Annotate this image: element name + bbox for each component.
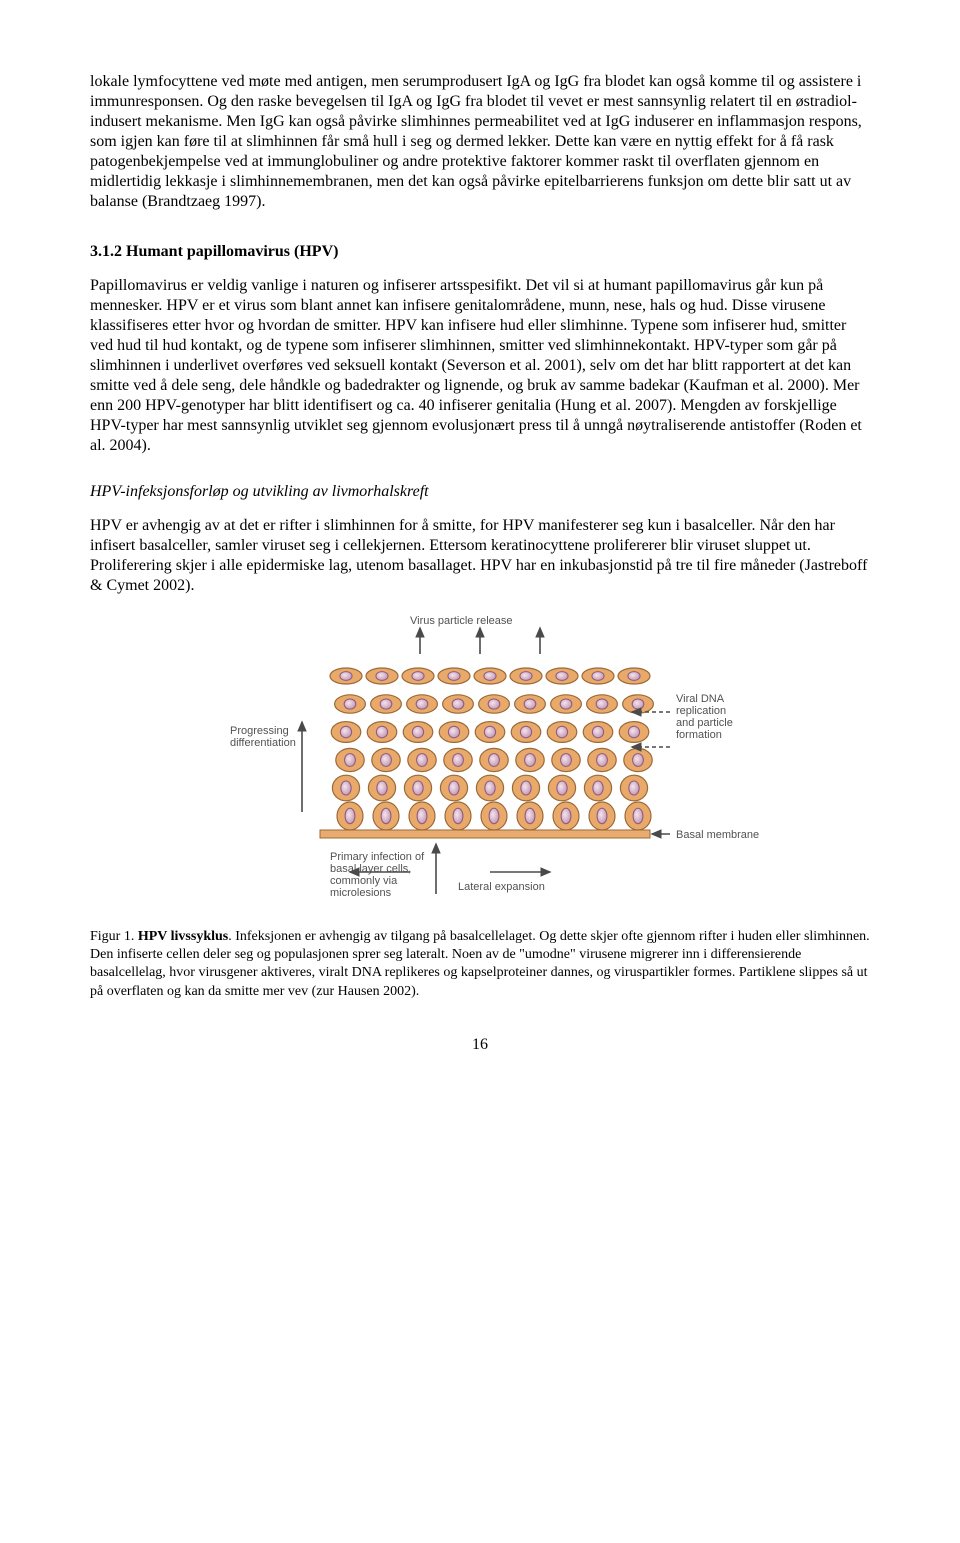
label-progressing: Progressing differentiation bbox=[230, 725, 296, 749]
caption-figtitle: HPV livssyklus bbox=[138, 929, 228, 944]
section-heading-hpv: 3.1.2 Humant papillomavirus (HPV) bbox=[90, 242, 870, 262]
figure-1-svg: Virus particle release Progressing diffe… bbox=[200, 612, 760, 912]
figure-1: Virus particle release Progressing diffe… bbox=[90, 612, 870, 918]
label-viral-dna: Viral DNA replication and particle forma… bbox=[676, 693, 736, 741]
body-paragraph-2: Papillomavirus er veldig vanlige i natur… bbox=[90, 276, 870, 456]
label-primary: Primary infection of basal layer cells, … bbox=[330, 851, 427, 899]
page-number: 16 bbox=[90, 1035, 870, 1055]
figure-1-caption: Figur 1. HPV livssyklus. Infeksjonen er … bbox=[90, 928, 870, 1001]
body-paragraph-1: lokale lymfocyttene ved møte med antigen… bbox=[90, 72, 870, 212]
subheading-infeksjonsforlop: HPV-infeksjonsforløp og utvikling av liv… bbox=[90, 482, 870, 502]
label-basal-membrane: Basal membrane bbox=[676, 829, 759, 841]
caption-figlabel: Figur 1. bbox=[90, 929, 138, 944]
body-paragraph-3: HPV er avhengig av at det er rifter i sl… bbox=[90, 516, 870, 596]
label-virus-release: Virus particle release bbox=[410, 615, 513, 627]
label-lateral: Lateral expansion bbox=[458, 881, 545, 893]
